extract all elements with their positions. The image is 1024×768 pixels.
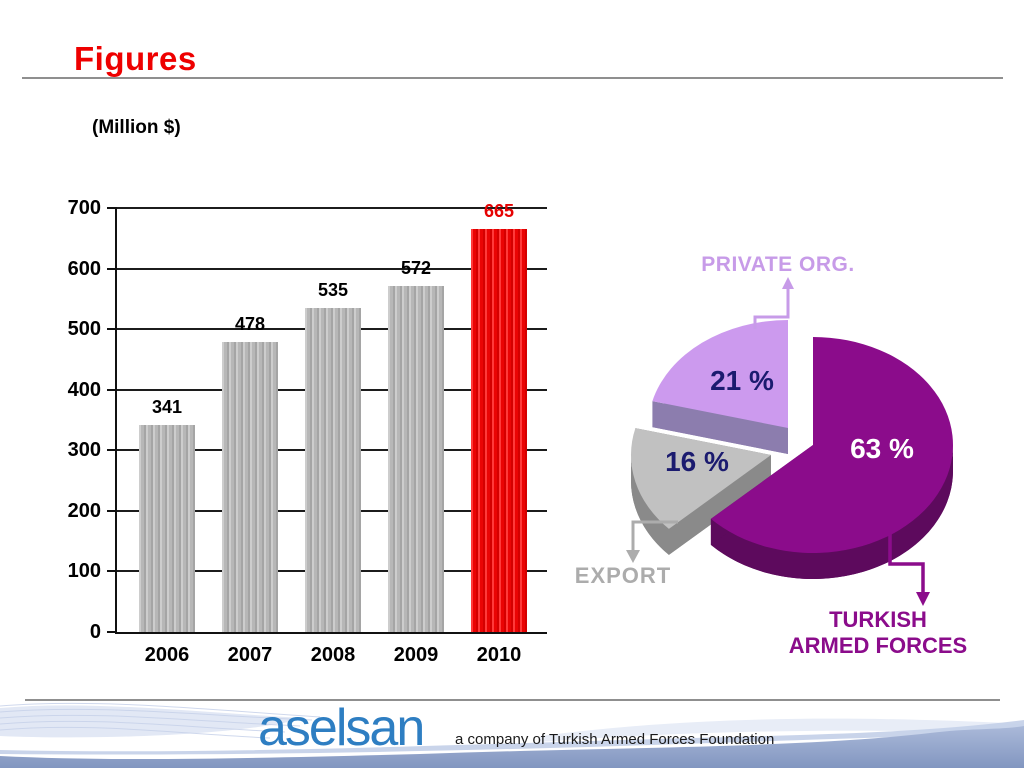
callout-export: EXPORT: [574, 563, 672, 588]
gridline-700: [117, 207, 547, 209]
private-org-arrow-head: [782, 277, 794, 289]
y-tick-200: [107, 509, 117, 512]
footer-wave-graphic: [0, 702, 1024, 768]
title-underline: [22, 77, 1003, 79]
pie-slice-top-export: [630, 428, 771, 529]
y-tick-label-200: 200: [67, 499, 101, 522]
callout-private-org: PRIVATE ORG.: [701, 253, 855, 276]
footer-divider: [25, 699, 1000, 701]
pie-slice-bottom-private-org: [652, 346, 788, 454]
aselsan-logo: aselsan: [258, 699, 425, 757]
bar-2008: [305, 307, 361, 632]
bar-value-label-2008: 535: [317, 279, 349, 300]
bar-2006: [139, 425, 195, 632]
page-title: Figures: [74, 40, 197, 77]
bar-2007: [222, 342, 278, 632]
gridline-600: [117, 267, 547, 270]
bar-chart-unit-label: (Million $): [92, 117, 181, 138]
x-tick-label-2006: 2006: [144, 644, 190, 666]
turkish-armed-forces-arrow: [888, 526, 925, 593]
export-arrow-head: [626, 550, 640, 563]
footer-tagline: a company of Turkish Armed Forces Founda…: [455, 731, 775, 748]
y-tick-700: [107, 207, 117, 209]
x-tick-label-2008: 2008: [310, 644, 356, 666]
x-tick-label-2010: 2010: [476, 644, 522, 666]
y-tick-label-500: 500: [67, 318, 101, 341]
y-tick-label-0: 0: [89, 621, 101, 643]
pie-slice-rim-export: [631, 455, 669, 555]
pie-slice-label-export: 16 %: [665, 446, 729, 477]
bar-2010: [471, 229, 527, 632]
pie-slice-label-private-org: 21 %: [710, 365, 774, 396]
callout-taf-line-1: TURKISH: [829, 607, 927, 632]
bar-value-label-2006: 341: [151, 397, 183, 418]
y-tick-label-600: 600: [67, 257, 101, 280]
y-tick-600: [107, 267, 117, 270]
export-arrow: [631, 520, 678, 551]
y-tick-100: [107, 570, 117, 573]
y-tick-label-400: 400: [67, 378, 101, 401]
x-tick-label-2009: 2009: [393, 644, 439, 666]
private-org-arrow: [753, 288, 790, 329]
bar-chart-plot: 0 100 200 300 400 500 600 700 341 2006 478 2007 535 2…: [68, 197, 547, 666]
callout-turkish-armed-forces: TURKISH ARMED FORCES: [789, 607, 967, 659]
bar-value-label-2010: 665: [483, 201, 515, 222]
bar-value-label-2007: 478: [234, 314, 266, 335]
y-tick-0: [107, 631, 117, 633]
y-tick-300: [107, 449, 117, 452]
bar-value-label-2009: 572: [400, 257, 432, 278]
turkish-armed-forces-arrow-head: [916, 592, 930, 606]
callout-taf-line-2: ARMED FORCES: [788, 633, 968, 658]
y-tick-400: [107, 388, 117, 391]
y-tick-label-300: 300: [67, 439, 101, 462]
y-tick-label-700: 700: [67, 197, 101, 219]
y-tick-label-100: 100: [67, 560, 101, 583]
pie-slice-rim-turkish-armed-forces: [710, 445, 953, 580]
y-tick-500: [107, 328, 117, 331]
pie-slice-label-turkish-armed-forces: 63 %: [850, 433, 914, 464]
x-tick-label-2007: 2007: [227, 644, 273, 666]
bar-2009: [388, 285, 444, 632]
